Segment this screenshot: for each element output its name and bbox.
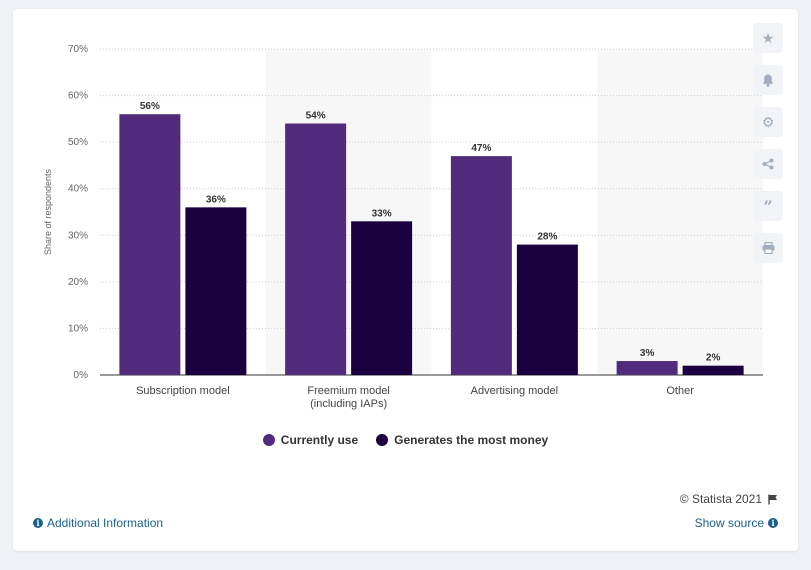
copyright-text: © Statista 2021 bbox=[679, 492, 762, 506]
cite-button[interactable]: ” bbox=[753, 191, 783, 221]
print-button[interactable] bbox=[753, 233, 783, 263]
y-tick-label: 20% bbox=[68, 277, 88, 288]
star-icon: ★ bbox=[761, 29, 775, 46]
data-label: 2% bbox=[706, 353, 721, 364]
y-tick-label: 10% bbox=[68, 323, 88, 334]
chart-card: 0% 10% 20% 30% 40% 50% 60% 70% 56% 36% 54% 33% 47% 2… bbox=[13, 9, 798, 551]
settings-button[interactable]: ⚙ bbox=[753, 107, 783, 137]
legend-label: Currently use bbox=[280, 433, 359, 447]
data-label: 36% bbox=[206, 194, 226, 205]
legend-item-generates-most-money[interactable]: Generates the most money bbox=[376, 433, 548, 447]
bar[interactable] bbox=[351, 221, 413, 375]
x-tick-label: Other bbox=[666, 385, 694, 397]
y-tick-label: 70% bbox=[68, 44, 88, 55]
show-source-link[interactable]: Show source i bbox=[695, 516, 778, 530]
share-icon bbox=[762, 158, 774, 170]
favorite-button[interactable]: ★ bbox=[753, 23, 783, 53]
notification-button[interactable] bbox=[753, 65, 783, 95]
bar[interactable] bbox=[185, 207, 247, 375]
additional-info-label: Additional Information bbox=[47, 516, 164, 530]
gear-icon: ⚙ bbox=[761, 113, 775, 130]
data-label: 33% bbox=[372, 208, 392, 219]
legend: Currently use Generates the most money bbox=[13, 433, 798, 447]
y-tick-label: 50% bbox=[68, 137, 88, 148]
copyright: © Statista 2021 bbox=[680, 492, 778, 506]
info-icon: i bbox=[768, 518, 778, 528]
y-tick-label: 30% bbox=[68, 230, 88, 241]
bell-icon bbox=[762, 74, 774, 87]
chart-toolbar: ★ ⚙ ” bbox=[753, 23, 783, 275]
bar-chart: 0% 10% 20% 30% 40% 50% 60% 70% 56% 36% 54% 33% 47% 2… bbox=[43, 44, 763, 410]
info-icon: i bbox=[33, 518, 43, 528]
data-label: 3% bbox=[640, 348, 655, 359]
bar[interactable] bbox=[285, 123, 347, 375]
data-label: 28% bbox=[537, 232, 557, 243]
x-tick-label: Subscription model bbox=[136, 385, 230, 397]
y-tick-label: 60% bbox=[68, 91, 88, 102]
y-tick-label: 40% bbox=[68, 184, 88, 195]
bar[interactable] bbox=[682, 365, 744, 375]
legend-marker bbox=[262, 434, 275, 446]
additional-info-link[interactable]: i Additional Information bbox=[33, 516, 163, 530]
bar[interactable] bbox=[119, 114, 181, 375]
legend-marker bbox=[376, 434, 389, 446]
data-label: 54% bbox=[306, 111, 326, 122]
legend-label: Generates the most money bbox=[394, 433, 549, 447]
print-icon bbox=[762, 242, 774, 254]
bar[interactable] bbox=[450, 156, 512, 375]
category-band bbox=[597, 49, 763, 375]
flag-icon[interactable] bbox=[768, 494, 778, 505]
y-tick-label: 0% bbox=[74, 370, 89, 381]
bar[interactable] bbox=[516, 244, 578, 375]
x-tick-label: Freemium model (including IAPs) bbox=[307, 385, 390, 410]
data-label: 47% bbox=[471, 143, 491, 154]
legend-item-currently-use[interactable]: Currently use bbox=[262, 433, 359, 447]
data-label: 56% bbox=[140, 101, 160, 112]
quote-icon: ” bbox=[763, 196, 773, 216]
show-source-label: Show source bbox=[694, 516, 764, 530]
x-tick-label: Advertising model bbox=[471, 385, 558, 397]
share-button[interactable] bbox=[753, 149, 783, 179]
y-axis-label: Share of respondents bbox=[43, 168, 53, 255]
bar[interactable] bbox=[616, 361, 678, 375]
